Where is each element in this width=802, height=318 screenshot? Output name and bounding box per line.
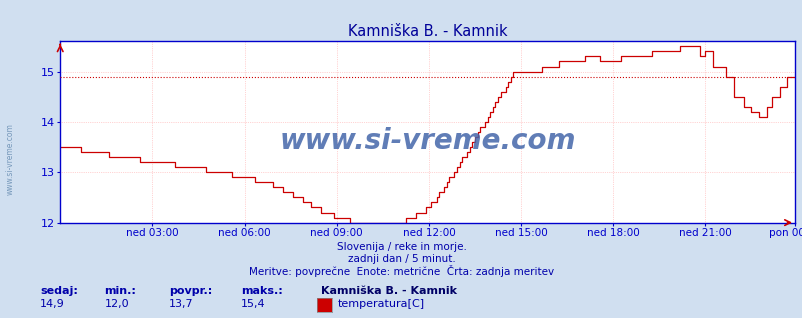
Text: zadnji dan / 5 minut.: zadnji dan / 5 minut. [347,254,455,264]
Title: Kamniška B. - Kamnik: Kamniška B. - Kamnik [347,24,507,39]
Text: temperatura[C]: temperatura[C] [337,299,423,309]
Text: sedaj:: sedaj: [40,286,78,296]
Text: Slovenija / reke in morje.: Slovenija / reke in morje. [336,242,466,252]
Text: Meritve: povprečne  Enote: metrične  Črta: zadnja meritev: Meritve: povprečne Enote: metrične Črta:… [249,265,553,277]
Text: www.si-vreme.com: www.si-vreme.com [6,123,15,195]
Text: 12,0: 12,0 [104,299,129,309]
Text: www.si-vreme.com: www.si-vreme.com [279,127,575,155]
Text: 14,9: 14,9 [40,299,65,309]
Text: 15,4: 15,4 [241,299,265,309]
Text: povpr.:: povpr.: [168,286,212,296]
Text: min.:: min.: [104,286,136,296]
Text: maks.:: maks.: [241,286,282,296]
Text: 13,7: 13,7 [168,299,193,309]
Text: Kamniška B. - Kamnik: Kamniška B. - Kamnik [321,286,456,296]
